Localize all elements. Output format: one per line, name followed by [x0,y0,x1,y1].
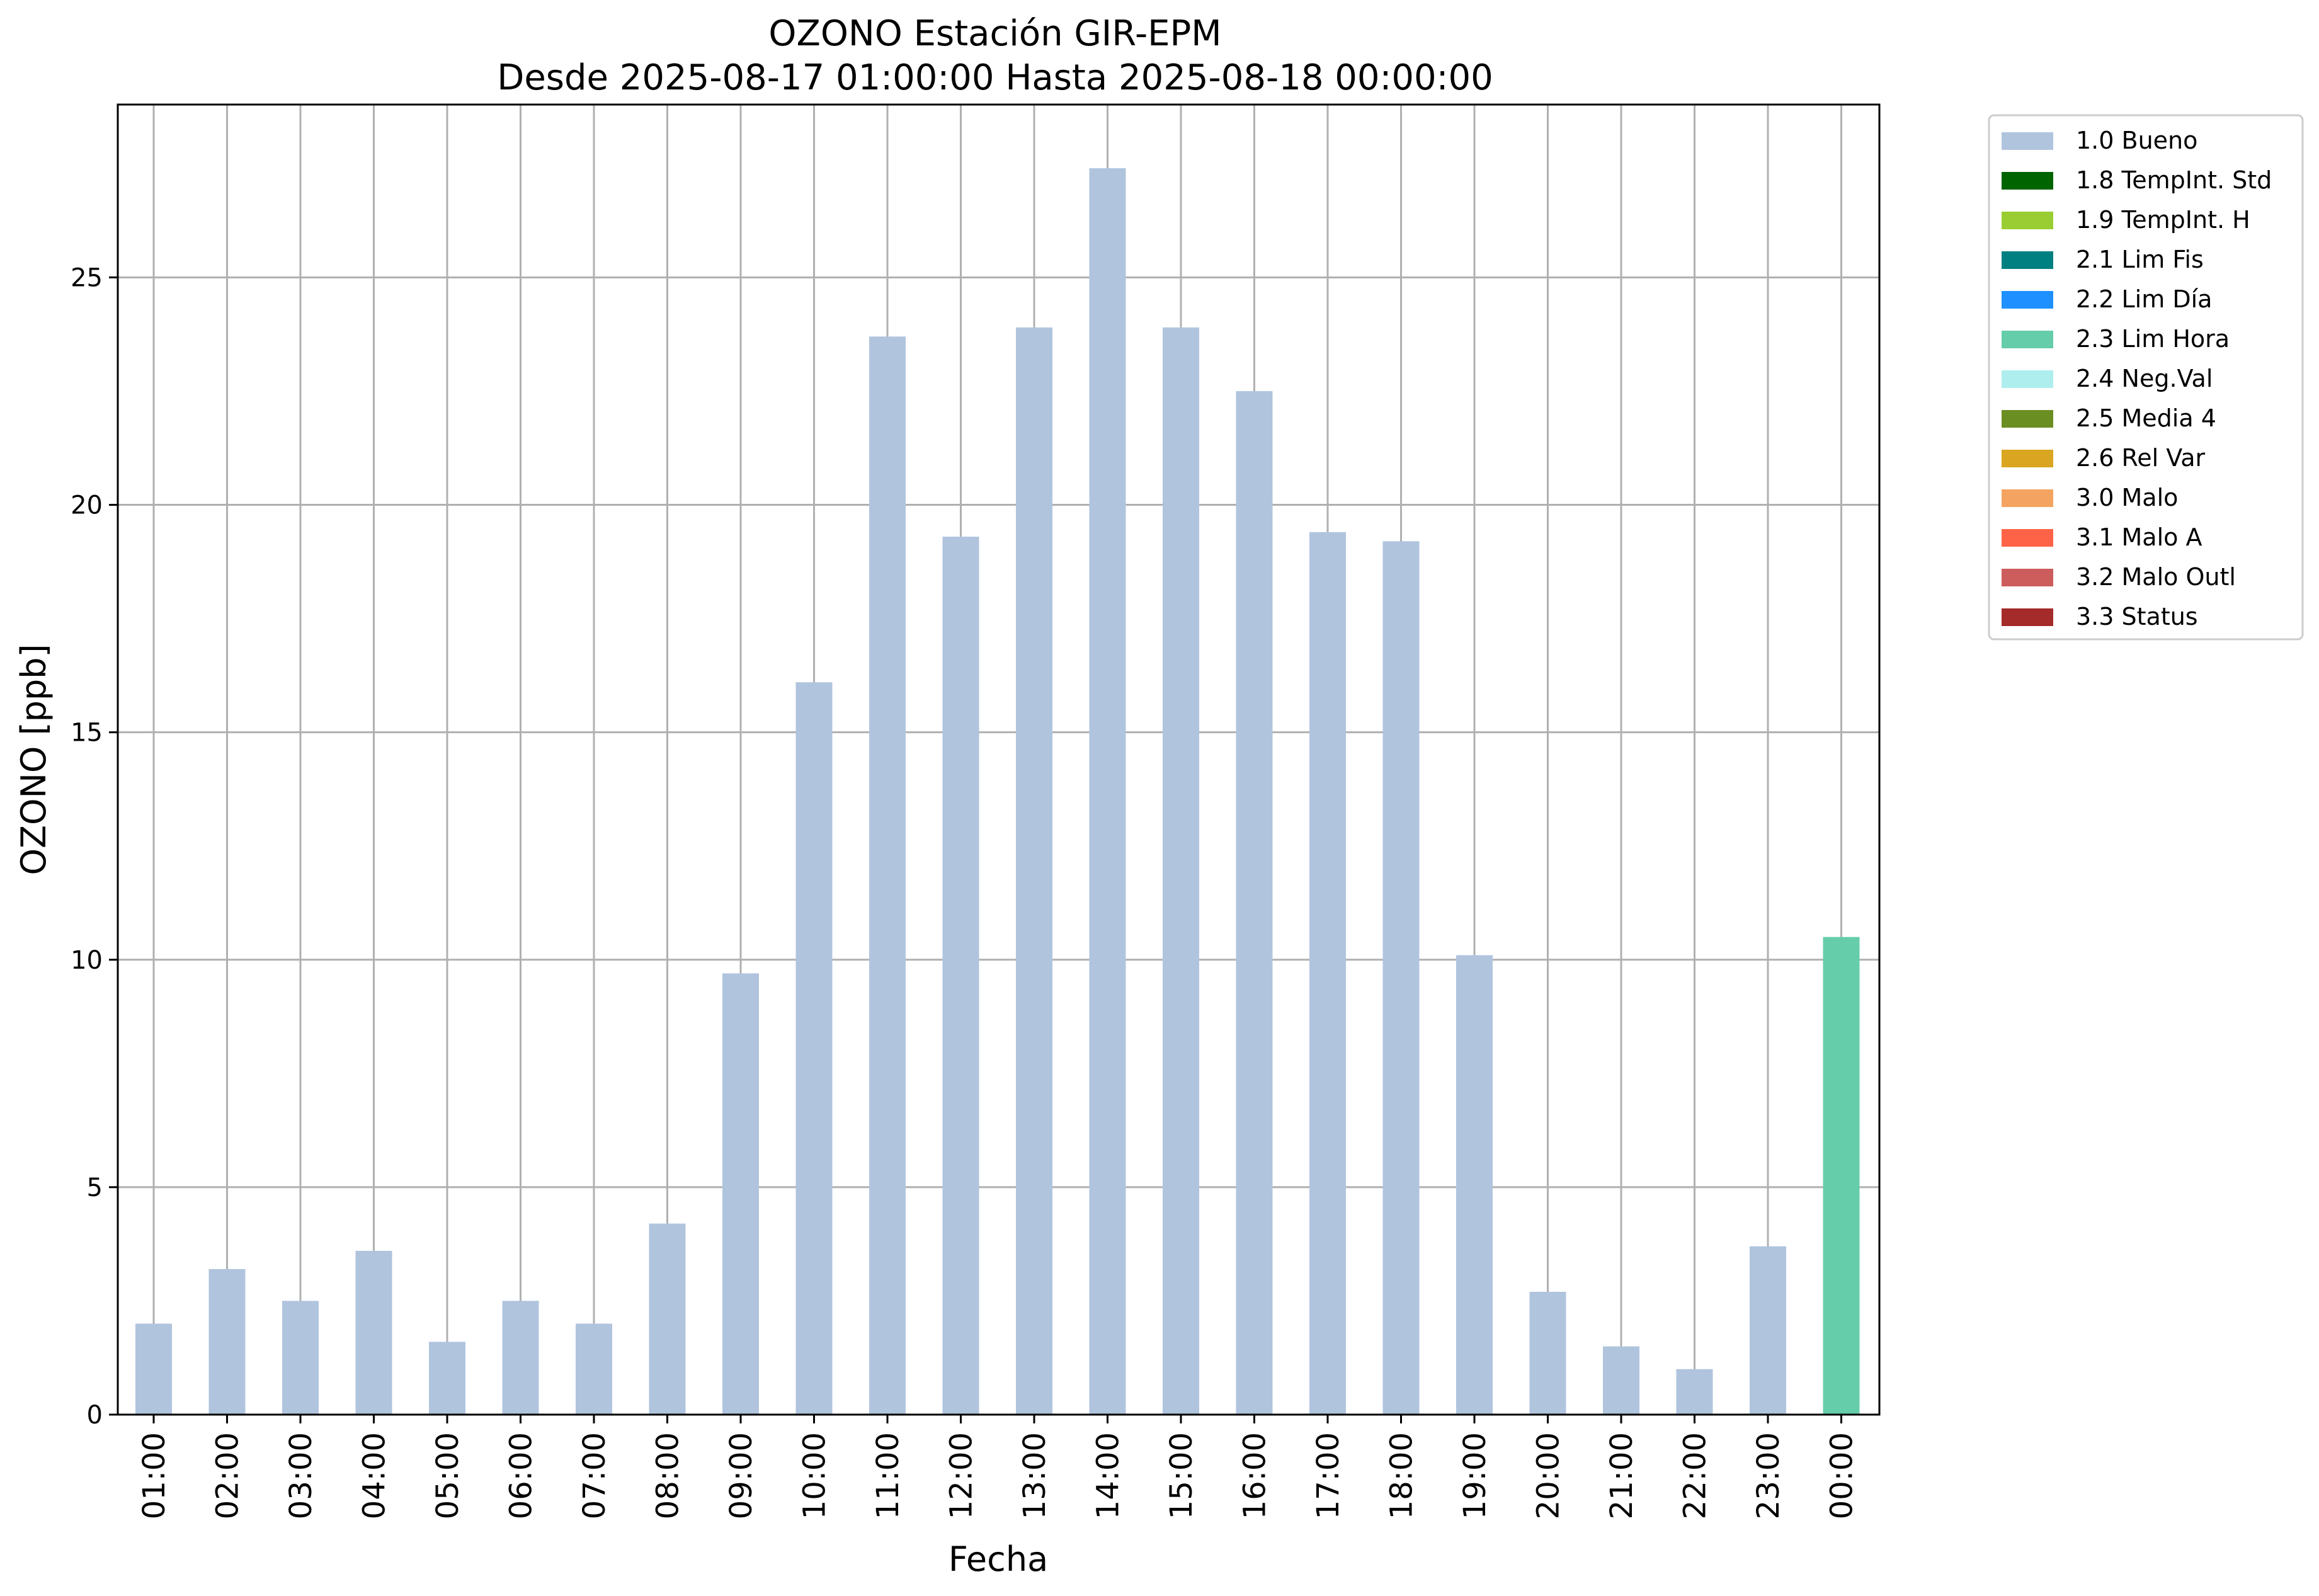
bar [1529,1292,1566,1415]
bar [1089,168,1126,1415]
bar [1750,1246,1786,1415]
legend-label: 2.5 Media 4 [2076,404,2216,432]
bar [576,1323,612,1415]
legend-label: 1.8 TempInt. Std [2076,166,2272,194]
x-tick-label: 01:00 [137,1432,172,1519]
bar [942,537,979,1415]
bar [722,973,759,1415]
x-tick-label: 14:00 [1091,1432,1126,1519]
legend-swatch [2002,529,2053,547]
chart-title: OZONO Estación GIR-EPM [768,13,1221,54]
legend-label: 3.2 Malo Outl [2076,563,2236,591]
y-tick-label: 10 [71,946,103,975]
grid [118,105,1879,1416]
x-axis-label: Fecha [949,1539,1048,1579]
x-tick-label: 19:00 [1457,1432,1493,1519]
legend-swatch [2002,410,2053,428]
x-tick-label: 09:00 [724,1432,759,1519]
legend-label: 2.4 Neg.Val [2076,365,2213,392]
bar [1016,327,1052,1415]
x-tick-label: 15:00 [1164,1432,1199,1519]
legend-swatch [2002,569,2053,586]
legend-label: 3.0 Malo [2076,484,2178,511]
bar [1676,1369,1713,1415]
bar [1382,541,1420,1415]
legend-swatch [2002,172,2053,190]
legend-label: 2.3 Lim Hora [2076,325,2230,353]
x-tick-label: 05:00 [430,1432,465,1519]
x-tick-label: 10:00 [797,1432,833,1519]
x-tick-label: 17:00 [1311,1432,1346,1519]
bar [1236,391,1273,1415]
bar [429,1342,465,1415]
legend-frame [1988,114,2304,641]
x-tick-label: 03:00 [283,1432,319,1519]
legend-swatch [2002,370,2053,388]
bar [135,1323,172,1415]
x-tick-label: 04:00 [357,1432,392,1519]
legend-label: 3.3 Status [2076,603,2198,630]
x-tick-label: 20:00 [1531,1432,1566,1519]
legend-swatch [2002,331,2053,348]
legend-swatch [2002,291,2053,309]
legend-swatch [2002,251,2053,269]
x-tick-label: 13:00 [1017,1432,1052,1519]
legend-swatch [2002,450,2053,467]
x-tick-label: 11:00 [870,1432,906,1519]
legend-label: 2.2 Lim Día [2076,285,2212,313]
bar [869,336,906,1415]
x-tick-label: 16:00 [1238,1432,1273,1519]
legend-label: 2.6 Rel Var [2076,444,2206,472]
x-tick-label: 18:00 [1384,1432,1420,1519]
y-tick-label: 0 [87,1401,103,1430]
x-tick-label: 00:00 [1825,1432,1860,1519]
bar [208,1268,246,1415]
y-axis: 0 5 10 15 20 25 [71,263,118,1430]
bar [1603,1346,1639,1415]
x-tick-label: 22:00 [1678,1432,1713,1519]
y-axis-label: OZONO [ppb] [14,644,54,875]
legend-swatch [2002,212,2053,229]
legend-swatch [2002,132,2053,150]
bar [355,1251,392,1415]
x-axis: 01:00 02:00 03:00 04:00 05:00 06:00 07:00 08:00… [137,1415,1860,1519]
bar [282,1301,319,1415]
legend-swatch [2002,489,2053,507]
bar [1309,532,1346,1415]
bar [795,682,833,1415]
x-tick-label: 08:00 [651,1432,686,1519]
x-tick-label: 06:00 [504,1432,539,1519]
x-tick-label: 23:00 [1751,1432,1786,1519]
plot-area [117,103,1881,1416]
x-tick-label: 02:00 [210,1432,246,1519]
bar [1163,327,1199,1415]
bar [1823,937,1860,1415]
y-tick-label: 25 [71,263,103,292]
bar [1456,955,1493,1415]
x-tick-label: 12:00 [944,1432,979,1519]
bar [502,1301,539,1415]
y-tick-label: 5 [87,1173,103,1202]
legend: 1.0 Bueno 1.8 TempInt. Std 1.9 TempInt. H 2… [1988,114,2304,641]
y-tick-label: 15 [71,719,103,748]
x-tick-label: 21:00 [1604,1432,1639,1519]
x-tick-label: 07:00 [577,1432,612,1519]
bar [649,1223,686,1415]
legend-label: 1.0 Bueno [2076,127,2197,154]
chart-subtitle: Desde 2025-08-17 01:00:00 Hasta 2025-08-… [497,57,1493,98]
legend-label: 1.9 TempInt. H [2076,206,2250,234]
y-tick-label: 20 [71,491,103,520]
bars [135,168,1860,1415]
legend-swatch [2002,608,2053,626]
legend-label: 3.1 Malo A [2076,523,2202,551]
legend-label: 2.1 Lim Fis [2076,246,2204,273]
